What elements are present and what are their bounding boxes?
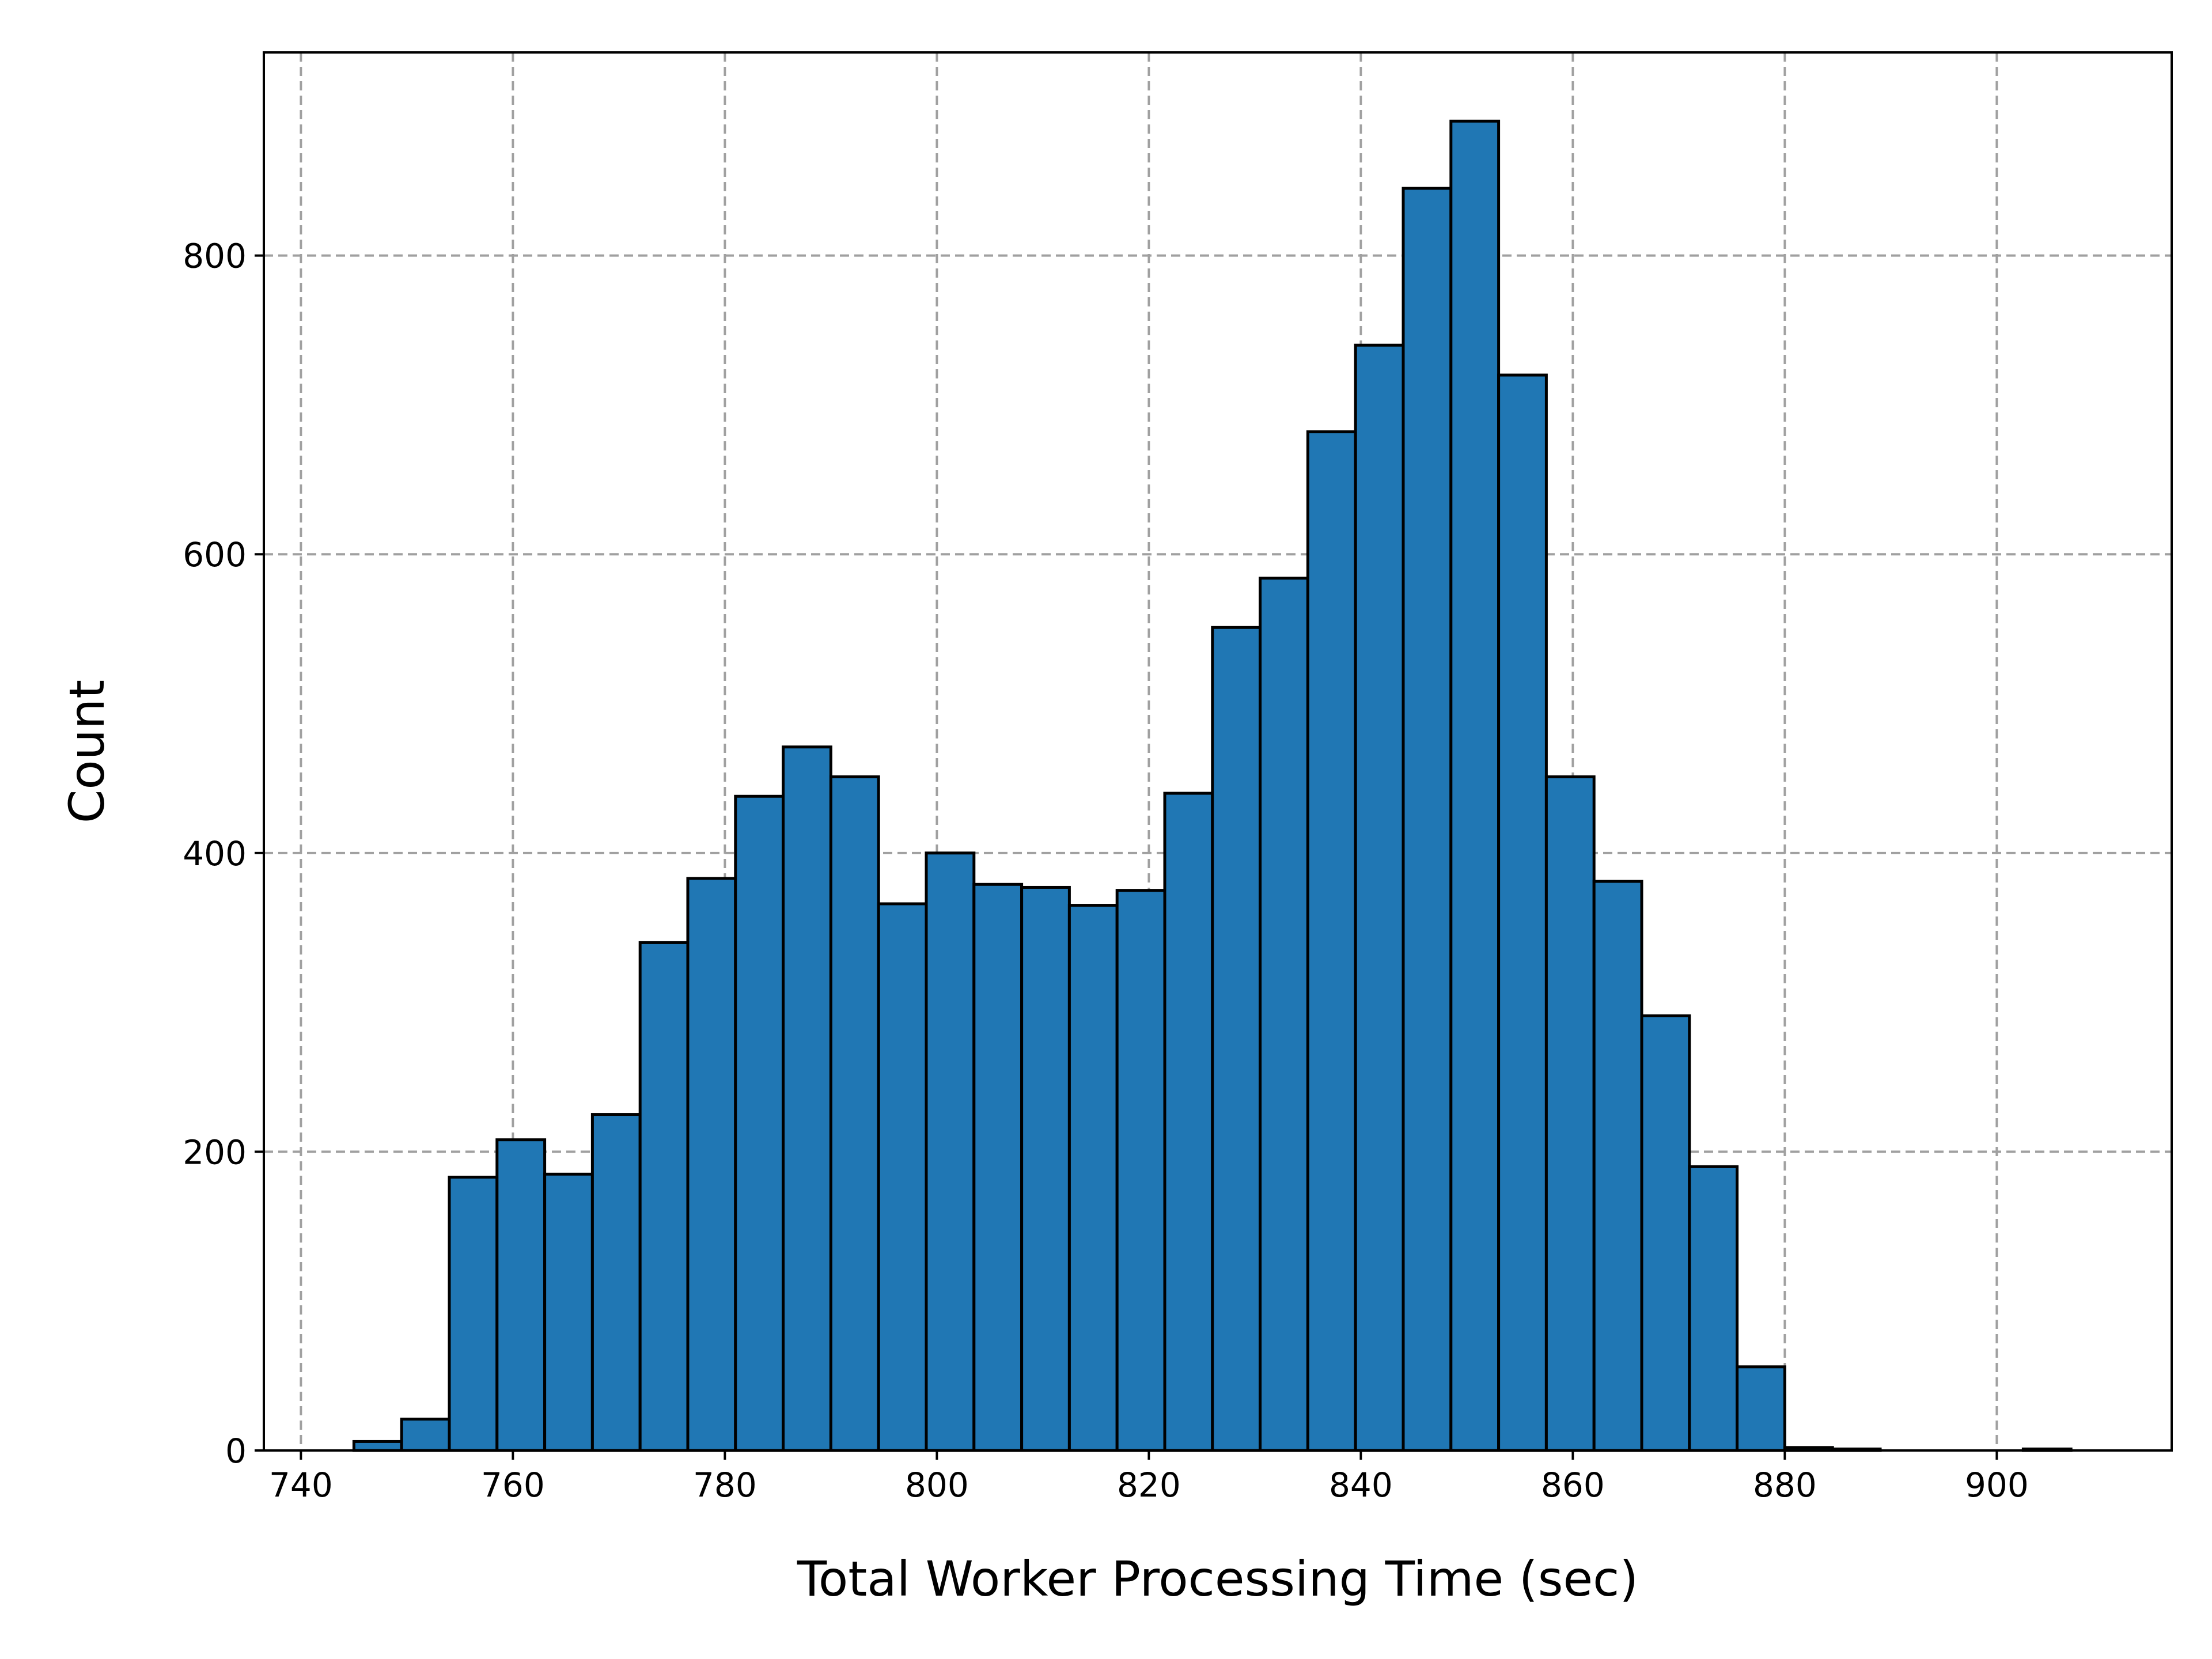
histogram-bar [1688,1165,1739,1452]
histogram-bar [925,851,976,1452]
histogram-bar [638,941,690,1452]
histogram-bar [1354,343,1405,1452]
histogram-bar [400,1418,451,1452]
x-tick-label: 740 [269,1465,333,1505]
histogram-bar [829,775,880,1452]
histogram-bars [352,119,2073,1452]
x-axis: 740 760 780 800 820 840 860 880 900 [269,1450,2029,1505]
histogram-bar [1449,119,1501,1452]
histogram-bar [448,1175,499,1452]
x-tick-label: 880 [1753,1465,1817,1505]
histogram-bar [590,1113,642,1452]
x-tick-label: 860 [1541,1465,1605,1505]
histogram-bar [686,877,737,1452]
histogram-bar [877,902,928,1452]
histogram-bar [543,1172,594,1452]
histogram-bar [1163,791,1214,1452]
y-tick-label: 200 [183,1132,247,1172]
y-tick-label: 0 [225,1431,247,1471]
histogram-bar [1592,880,1643,1452]
histogram-bar [352,1440,403,1452]
x-tick-label: 780 [693,1465,757,1505]
x-axis-title: Total Worker Processing Time (sec) [797,1551,1638,1607]
gridlines [264,52,2172,1452]
histogram-bar [1306,430,1357,1452]
y-tick-label: 800 [183,237,247,276]
x-tick-label: 840 [1329,1465,1393,1505]
histogram-bar [1402,187,1453,1452]
histogram-bar [1067,904,1119,1452]
histogram-bar [495,1138,547,1452]
histogram-bar [1259,577,1309,1452]
x-tick-label: 900 [1965,1465,2029,1505]
histogram-bar [782,745,832,1452]
histogram-bar [1497,373,1548,1452]
y-tick-label: 400 [183,834,247,873]
histogram-bar [1020,885,1071,1452]
histogram-bar [972,882,1024,1452]
plot-frame [263,51,2173,1452]
x-tick-label: 800 [905,1465,969,1505]
y-axis: 0 200 400 600 800 [183,237,264,1471]
histogram-bar [1211,626,1262,1452]
histogram-bar [1115,889,1166,1452]
histogram-bar [1640,1014,1691,1452]
x-tick-label: 820 [1117,1465,1181,1505]
histogram-bar [1544,775,1596,1452]
histogram-bar [734,794,785,1452]
y-tick-label: 600 [183,535,247,574]
y-axis-title: Count [59,680,115,823]
histogram-bar [1736,1365,1786,1452]
x-tick-label: 760 [481,1465,545,1505]
